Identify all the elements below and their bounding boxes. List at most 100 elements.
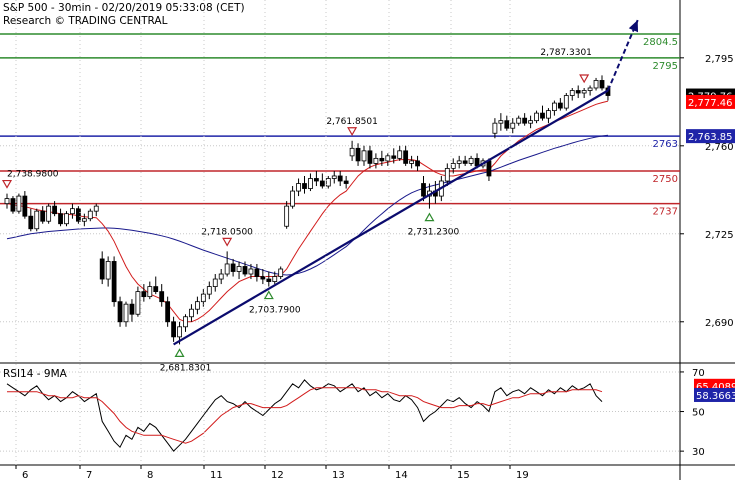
candle xyxy=(504,115,510,131)
candle xyxy=(165,296,171,327)
candle xyxy=(236,261,242,280)
candle xyxy=(492,118,498,139)
candle xyxy=(34,208,40,232)
candle xyxy=(403,145,409,166)
candle xyxy=(105,256,111,287)
candle xyxy=(569,87,575,101)
candle-body xyxy=(319,180,325,187)
swing-low-label: 2,731.2300 xyxy=(408,228,460,238)
candle xyxy=(343,175,349,189)
candle-body xyxy=(165,301,171,323)
candle-body xyxy=(171,321,177,338)
candle-body xyxy=(272,276,278,282)
candle xyxy=(563,93,569,111)
time-tick-label: 12 xyxy=(271,470,284,480)
candle xyxy=(581,87,587,99)
candle-body xyxy=(563,95,569,109)
candle xyxy=(355,143,361,166)
candle-body xyxy=(159,291,165,303)
candle-body xyxy=(313,178,319,182)
candle xyxy=(510,118,516,134)
candle-body xyxy=(546,110,551,119)
candle xyxy=(313,170,319,187)
candle-body xyxy=(81,218,87,222)
candle xyxy=(117,296,123,327)
candle-body xyxy=(510,122,516,129)
candle xyxy=(302,175,307,194)
candle xyxy=(4,193,10,209)
candle-body xyxy=(40,210,46,222)
candle-body xyxy=(397,150,403,159)
candle xyxy=(409,155,415,169)
candle xyxy=(189,304,194,322)
swing-high-label: 2,761.8501 xyxy=(326,117,378,127)
candle-body xyxy=(189,308,194,318)
candle xyxy=(385,153,391,166)
candle xyxy=(40,206,46,224)
candle-body xyxy=(177,326,182,338)
candle-body xyxy=(391,155,397,159)
swing-annotations: 2,738.9800 2,718.0500 2,761.8501 2,681.8301… xyxy=(1,48,592,373)
level-label: 2750 xyxy=(653,174,678,185)
candle-body xyxy=(117,301,123,323)
candle xyxy=(379,150,385,166)
candle xyxy=(522,113,528,126)
time-tick-label: 8 xyxy=(147,470,153,480)
price-badge-label: 2,763.85 xyxy=(688,132,733,143)
price-tick-label: 2,760 xyxy=(705,142,734,153)
price-tick-label: 2,725 xyxy=(705,230,734,241)
candle xyxy=(528,115,533,129)
candle-body xyxy=(236,266,242,272)
candle-body xyxy=(87,210,93,220)
rsi-badge-label: 58.3663 xyxy=(696,391,735,402)
candle xyxy=(28,208,34,232)
price-grid: 2,690 2,725 2,760 2,795 xyxy=(0,54,734,329)
candle xyxy=(557,98,563,111)
candle xyxy=(260,268,266,285)
swing-low-label: 2,681.8301 xyxy=(160,363,212,373)
candle xyxy=(516,115,522,126)
candlesticks xyxy=(4,75,611,345)
candle xyxy=(58,208,63,227)
level-label: 2795 xyxy=(653,61,678,72)
candle xyxy=(224,251,230,277)
candle xyxy=(87,208,93,222)
candle xyxy=(266,271,272,287)
swing-high-marker xyxy=(222,237,233,247)
time-tick-label: 14 xyxy=(395,470,408,480)
candle xyxy=(200,289,206,307)
candle-body xyxy=(105,261,111,280)
candle xyxy=(587,85,593,96)
candle-body xyxy=(498,120,504,124)
candle-body xyxy=(28,215,34,230)
candle xyxy=(468,155,474,166)
candle-body xyxy=(34,210,40,230)
candle-body xyxy=(349,147,355,157)
projection-arrow-line xyxy=(607,19,639,91)
candle-body xyxy=(16,195,22,212)
candle-body xyxy=(302,183,307,189)
candle xyxy=(254,263,260,282)
price-tick-label: 2,690 xyxy=(705,318,734,329)
candle xyxy=(206,281,212,300)
candle-body xyxy=(379,157,385,162)
candle-body xyxy=(58,213,63,225)
candle xyxy=(99,251,105,285)
candle-body xyxy=(516,117,522,124)
candle-body xyxy=(76,208,81,222)
candle-body xyxy=(153,286,159,293)
candle xyxy=(593,77,599,91)
candle-body xyxy=(450,163,456,169)
candle xyxy=(194,296,200,315)
time-tick-label: 15 xyxy=(457,470,470,480)
candle-body xyxy=(355,147,361,162)
candle-body xyxy=(10,198,16,212)
candle xyxy=(16,193,22,214)
candle xyxy=(397,145,403,161)
candle xyxy=(296,178,301,197)
candle-body xyxy=(522,117,528,124)
candle xyxy=(373,153,379,169)
candle xyxy=(319,173,325,189)
candle xyxy=(456,155,462,169)
candle xyxy=(129,299,135,322)
